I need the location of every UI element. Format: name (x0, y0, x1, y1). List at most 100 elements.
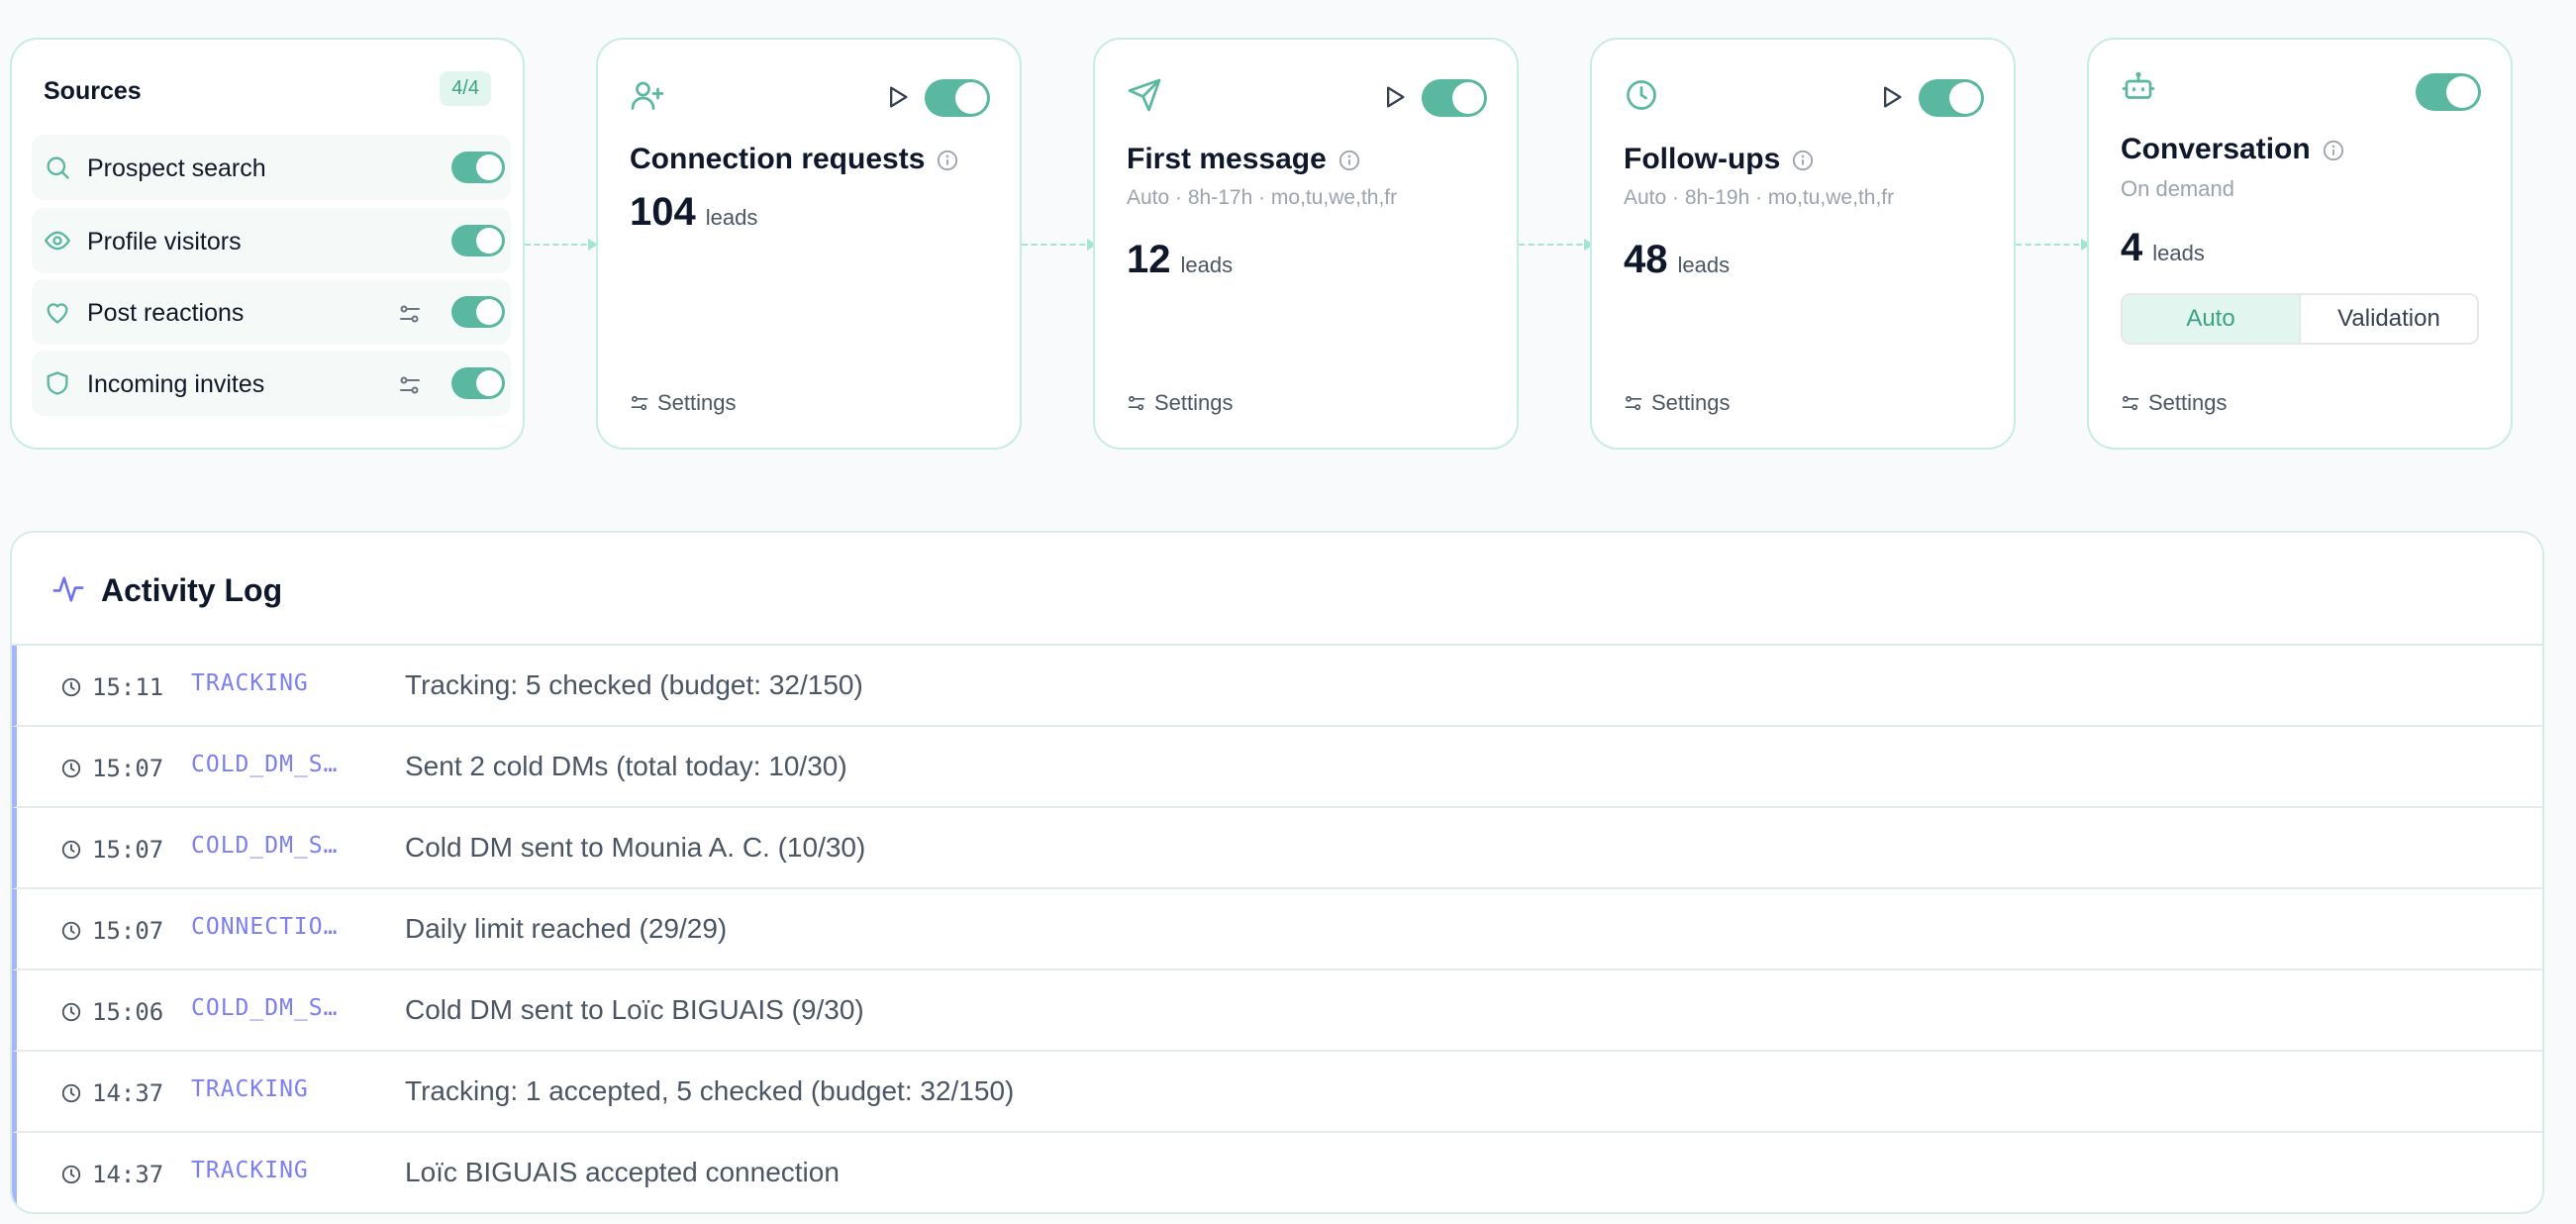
log-entry: 15:07COLD_DM_S…Sent 2 cold DMs (total to… (12, 727, 2542, 808)
clock-icon (60, 1082, 82, 1104)
conversation-toggle[interactable] (2416, 73, 2481, 111)
first-message-toggle[interactable] (1422, 79, 1487, 117)
clock-icon (60, 1164, 82, 1185)
log-category: COLD_DM_S… (191, 995, 375, 1021)
mode-auto-button[interactable]: Auto (2123, 295, 2301, 343)
source-label: Post reactions (87, 299, 244, 328)
activity-log-panel: Activity Log 15:11 TRACKING Tracking: 5 ch… (10, 531, 2544, 1214)
play-icon[interactable] (1380, 83, 1408, 111)
sources-count-badge: 4/4 (440, 71, 491, 106)
incoming-invites-toggle[interactable] (451, 367, 505, 399)
bot-icon (2121, 69, 2156, 105)
play-icon[interactable] (883, 83, 911, 111)
source-incoming-invites: Incoming invites (32, 351, 511, 416)
settings-link[interactable]: Settings (1127, 390, 1234, 416)
step-card-follow-ups: Follow-ups Auto · 8h-19h · mo,tu,we,th,f… (1590, 38, 2016, 450)
log-time: 15:11 (92, 673, 163, 701)
settings-sliders-icon (2121, 393, 2140, 413)
log-entry: 14:37 TRACKING Tracking: 1 accepted, 5 che… (12, 1052, 2542, 1133)
log-entry: 14:37 TRACKING Loïc BIGUAIS accepted conne… (12, 1133, 2542, 1214)
settings-sliders-icon (630, 393, 649, 413)
step-card-conversation: Conversation On demand 4leads Auto Valid… (2087, 38, 2513, 450)
sources-title: Sources (44, 77, 142, 106)
activity-log-header: Activity Log (12, 533, 2542, 646)
follow-ups-toggle[interactable] (1919, 79, 1984, 117)
source-label: Incoming invites (87, 370, 264, 399)
step-card-first-message: First message Auto · 8h-17h · mo,tu,we,t… (1093, 38, 1519, 450)
log-message: Cold DM sent to Mounia A. C. (10/30) (405, 832, 865, 864)
log-message: Loïc BIGUAIS accepted connection (405, 1157, 840, 1188)
lead-count: 12leads (1127, 238, 1233, 282)
profile-visitors-toggle[interactable] (451, 225, 505, 256)
step-schedule: Auto · 8h-19h · mo,tu,we,th,fr (1624, 186, 1894, 210)
settings-sliders-icon (1127, 393, 1146, 413)
log-entry: 15:06 COLD_DM_S… Cold DM sent to Loïc BIGU… (12, 970, 2542, 1052)
source-label: Prospect search (87, 154, 266, 183)
source-profile-visitors: Profile visitors (32, 208, 511, 273)
log-time: 14:37 (92, 1079, 163, 1107)
step-card-connection-requests: Connection requests 104leads Settings (596, 38, 1022, 450)
log-message: Cold DM sent to Loïc BIGUAIS (9/30) (405, 994, 864, 1026)
step-title: Follow-ups (1624, 143, 1814, 176)
sources-card: Sources 4/4 Prospect search Profile visi… (10, 38, 525, 450)
log-message: Daily limit reached (29/29) (405, 913, 727, 945)
log-time: 15:06 (92, 998, 163, 1026)
flow-connector (1519, 244, 1592, 246)
search-icon (44, 153, 71, 181)
prospect-search-toggle[interactable] (451, 152, 505, 183)
mode-segmented-control: Auto Validation (2121, 293, 2479, 345)
log-category: COLD_DM_S… (191, 833, 375, 859)
step-title: First message (1127, 143, 1360, 176)
log-time: 14:37 (92, 1161, 163, 1188)
log-time: 15:07 (92, 755, 163, 782)
log-category: COLD_DM_S… (191, 752, 375, 777)
settings-link[interactable]: Settings (1624, 390, 1731, 416)
step-title: Connection requests (630, 143, 958, 176)
clock-icon (1624, 77, 1659, 113)
step-schedule: On demand (2121, 176, 2234, 202)
heart-icon (44, 298, 71, 326)
log-entry: 15:07 CONNECTIO… Daily limit reached (29/2… (12, 889, 2542, 970)
step-schedule: Auto · 8h-17h · mo,tu,we,th,fr (1127, 186, 1397, 210)
filter-settings-icon[interactable] (398, 302, 422, 326)
lead-count: 104leads (630, 190, 757, 235)
clock-icon (60, 758, 82, 779)
log-entry: 15:07 COLD_DM_S… Cold DM sent to Mounia A.… (12, 808, 2542, 889)
step-title: Conversation (2121, 133, 2344, 166)
log-message: Tracking: 5 checked (budget: 32/150) (405, 669, 863, 701)
send-icon (1127, 77, 1162, 113)
source-prospect-search: Prospect search (32, 135, 511, 200)
settings-link[interactable]: Settings (2121, 390, 2228, 416)
filter-settings-icon[interactable] (398, 373, 422, 397)
flow-connector (2016, 244, 2089, 246)
eye-icon (44, 227, 71, 255)
log-category: TRACKING (191, 1158, 375, 1183)
info-icon[interactable] (1338, 150, 1360, 171)
shield-icon (44, 369, 71, 397)
play-icon[interactable] (1877, 83, 1905, 111)
log-message: Tracking: 1 accepted, 5 checked (budget:… (405, 1075, 1014, 1107)
activity-pulse-icon (51, 572, 85, 606)
clock-icon (60, 839, 82, 861)
clock-icon (60, 676, 82, 698)
source-post-reactions: Post reactions (32, 279, 511, 345)
mode-validation-button[interactable]: Validation (2301, 295, 2477, 343)
log-category: CONNECTIO… (191, 914, 375, 940)
log-time: 15:07 (92, 917, 163, 945)
activity-log-title: Activity Log (101, 572, 282, 609)
user-plus-icon (630, 77, 665, 113)
flow-connector (1022, 244, 1095, 246)
info-icon[interactable] (1792, 150, 1814, 171)
clock-icon (60, 920, 82, 942)
info-icon[interactable] (937, 150, 958, 171)
lead-count: 4leads (2121, 226, 2205, 270)
connection-requests-toggle[interactable] (925, 79, 990, 117)
log-category: TRACKING (191, 670, 375, 696)
log-entry: 15:11 TRACKING Tracking: 5 checked (budget… (12, 646, 2542, 727)
post-reactions-toggle[interactable] (451, 296, 505, 328)
settings-link[interactable]: Settings (630, 390, 737, 416)
log-category: TRACKING (191, 1076, 375, 1102)
flow-connector (525, 244, 596, 246)
info-icon[interactable] (2323, 140, 2344, 161)
log-time: 15:07 (92, 836, 163, 864)
